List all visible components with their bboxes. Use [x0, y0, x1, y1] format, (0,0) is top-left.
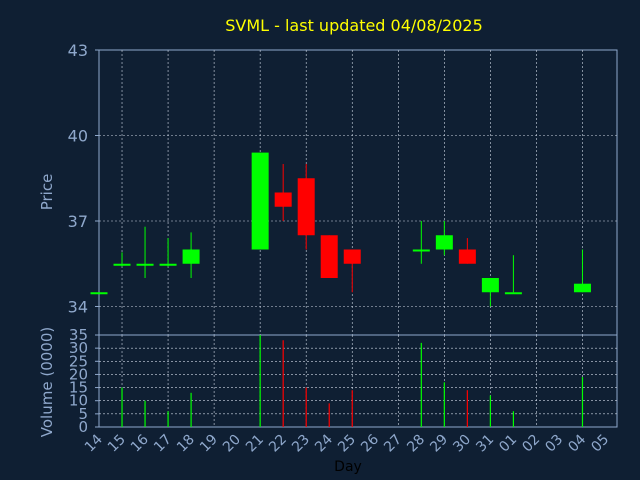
- candle-body: [481, 278, 499, 293]
- x-tick-label: 20: [220, 432, 244, 456]
- candle-body: [297, 178, 315, 236]
- price-y-tick-label: 43: [68, 41, 88, 60]
- candle: [159, 238, 177, 267]
- candle-body: [458, 249, 476, 264]
- candle: [90, 292, 108, 295]
- x-tick-label: 01: [496, 432, 520, 456]
- x-tick-label: 05: [588, 432, 612, 456]
- candle: [481, 278, 499, 307]
- candle: [458, 238, 476, 264]
- candle: [435, 221, 453, 256]
- candle: [136, 226, 154, 278]
- x-tick-label: 23: [289, 432, 313, 456]
- volume-y-tick-label: 15: [69, 379, 88, 397]
- candle: [251, 152, 269, 250]
- chart-title: SVML - last updated 04/08/2025: [225, 16, 483, 35]
- candles: [90, 152, 591, 307]
- candle-body: [90, 292, 108, 295]
- candle-body: [113, 263, 131, 266]
- price-y-tick-label: 37: [68, 212, 88, 231]
- candle: [113, 252, 131, 267]
- candle: [274, 164, 292, 221]
- volume-plot-area: [98, 334, 618, 428]
- volume-y-tick-label: 10: [69, 392, 88, 410]
- x-tick-label: 28: [404, 432, 428, 456]
- x-tick-label: 18: [174, 432, 198, 456]
- x-tick-label: 31: [473, 432, 497, 456]
- x-tick-label: 17: [151, 432, 175, 456]
- candle: [320, 235, 338, 278]
- price-y-axis: 34 37 40 43: [68, 41, 99, 317]
- price-plot-area: [98, 49, 618, 336]
- candle: [504, 255, 522, 295]
- price-y-tick-label: 34: [68, 298, 88, 317]
- x-tick-label: 22: [266, 432, 290, 456]
- x-axis: 14 15 16 17 18 19 20 21 22 23 24 25 26 27 28 29 30 31 01 02…: [82, 431, 612, 455]
- x-tick-label: 03: [542, 432, 566, 456]
- candle-body: [412, 249, 430, 252]
- x-axis-label: Day: [334, 459, 362, 475]
- candle-body: [320, 235, 338, 278]
- volume-y-tick-label: 35: [69, 326, 88, 344]
- x-tick-label: 30: [450, 432, 474, 456]
- candle-body: [251, 152, 269, 250]
- candle: [343, 249, 361, 293]
- x-tick-label: 21: [243, 432, 267, 456]
- x-tick-label: 25: [335, 432, 359, 456]
- x-tick-label: 27: [381, 432, 405, 456]
- x-tick-label: 16: [128, 431, 152, 455]
- volume-y-tick-label: 5: [78, 405, 88, 423]
- volume-y-tick-label: 0: [78, 418, 88, 436]
- x-tick-label: 15: [105, 432, 129, 456]
- candle-body: [136, 263, 154, 266]
- candle: [412, 221, 430, 264]
- candle-body: [573, 283, 591, 293]
- candle: [297, 164, 315, 250]
- x-tick-label: 19: [197, 432, 221, 456]
- price-y-tick-label: 40: [68, 127, 88, 146]
- x-tick-label: 24: [312, 431, 336, 455]
- x-tick-label: 04: [565, 431, 589, 455]
- x-tick-label: 29: [427, 432, 451, 456]
- candle-body: [274, 192, 292, 207]
- candle-body: [343, 249, 361, 264]
- volume-y-tick-label: 25: [69, 352, 88, 370]
- price-axis-label: Price: [38, 174, 56, 211]
- volume-y-tick-label: 20: [69, 365, 88, 383]
- volume-y-tick-label: 30: [69, 339, 88, 357]
- volume-bars: [121, 335, 584, 427]
- volume-axis-label: Volume (0000): [38, 327, 56, 437]
- candle-body: [435, 235, 453, 250]
- candle: [573, 249, 591, 293]
- x-tick-label: 02: [519, 432, 543, 456]
- x-tick-label: 26: [358, 431, 382, 455]
- candle-body: [159, 263, 177, 266]
- price-panel: 34 37 40 43 Price: [38, 41, 618, 336]
- candle: [182, 232, 200, 278]
- candle-body: [182, 249, 200, 264]
- candle-body: [504, 292, 522, 295]
